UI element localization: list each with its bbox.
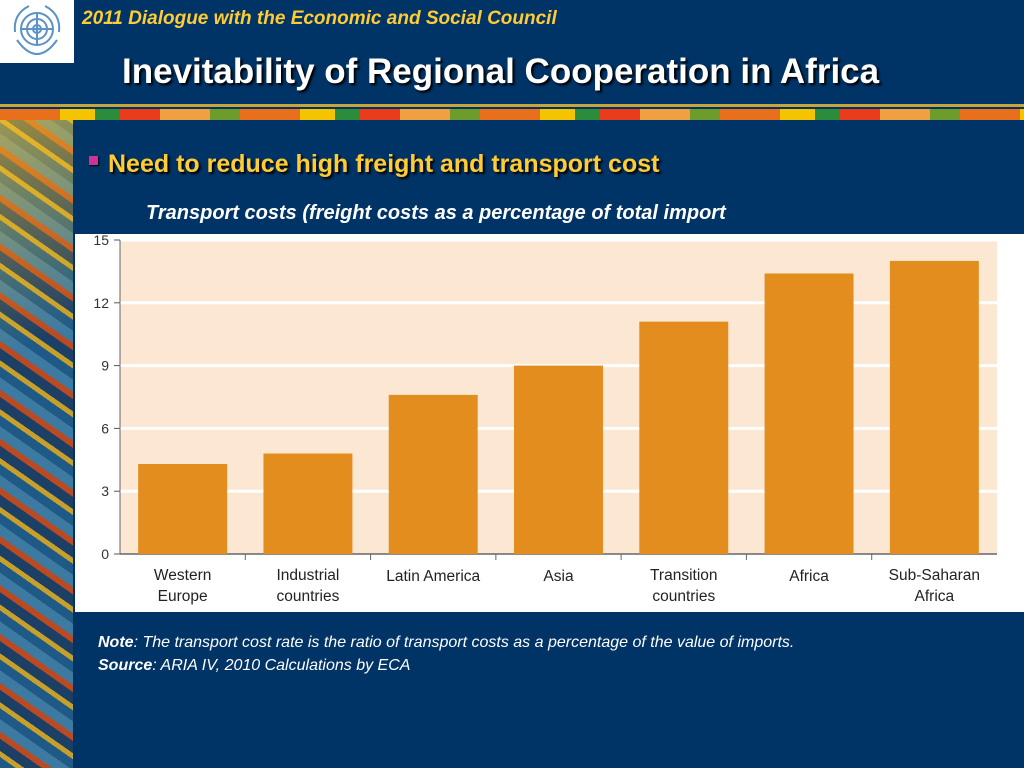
x-tick-label: Latin America: [386, 568, 480, 585]
source-line: Source: ARIA IV, 2010 Calculations by EC…: [98, 654, 794, 677]
bar: [889, 260, 979, 554]
x-tick-label: countries: [276, 588, 339, 605]
page-title: Inevitability of Regional Cooperation in…: [122, 52, 880, 91]
bar: [263, 453, 353, 554]
logo: [0, 0, 74, 63]
x-tick-label: Europe: [158, 588, 208, 605]
chart-caption: Transport costs (freight costs as a perc…: [146, 202, 726, 224]
x-tick-label: Western: [154, 567, 211, 584]
source-label: Source: [98, 657, 153, 674]
chart-panel: 0 3 6 9 12 15 Western Europe Industrial countries…: [75, 232, 1024, 612]
y-tick-label: 0: [101, 546, 109, 562]
x-tick-label: Asia: [543, 568, 574, 585]
note-label: Note: [98, 634, 134, 651]
header-subtitle: 2011 Dialogue with the Economic and Soci…: [82, 8, 557, 29]
y-tick-label: 3: [101, 483, 109, 499]
stained-glass-decoration: [0, 120, 73, 768]
un-emblem-icon: [13, 5, 61, 56]
y-tick-label: 15: [93, 234, 109, 248]
x-tick-label: Sub-Saharan: [889, 567, 980, 584]
bar: [764, 273, 854, 554]
bar: [514, 365, 603, 554]
chart-note: Note: The transport cost rate is the rat…: [98, 631, 794, 677]
header-divider: [0, 104, 1024, 107]
x-tick-label: Africa: [915, 588, 955, 605]
y-tick-label: 6: [101, 420, 109, 436]
bullet-icon: [89, 156, 98, 165]
bullet-point: Need to reduce high freight and transpor…: [108, 150, 660, 178]
source-text: : ARIA IV, 2010 Calculations by ECA: [152, 657, 411, 674]
x-tick-label: Industrial: [276, 567, 339, 584]
y-tick-label: 12: [93, 295, 109, 311]
note-line: Note: The transport cost rate is the rat…: [98, 631, 794, 654]
bar-chart: 0 3 6 9 12 15 Western Europe Industrial countries…: [93, 232, 997, 605]
x-tick-label: Africa: [789, 568, 829, 585]
y-tick-label: 9: [101, 358, 109, 374]
bar: [639, 321, 729, 554]
x-tick-label: Transition: [650, 567, 717, 584]
x-tick-label: countries: [652, 588, 715, 605]
decorative-stripe: [0, 109, 1024, 120]
bar: [388, 394, 478, 554]
bar: [138, 463, 228, 554]
note-text: : The transport cost rate is the ratio o…: [133, 634, 795, 651]
